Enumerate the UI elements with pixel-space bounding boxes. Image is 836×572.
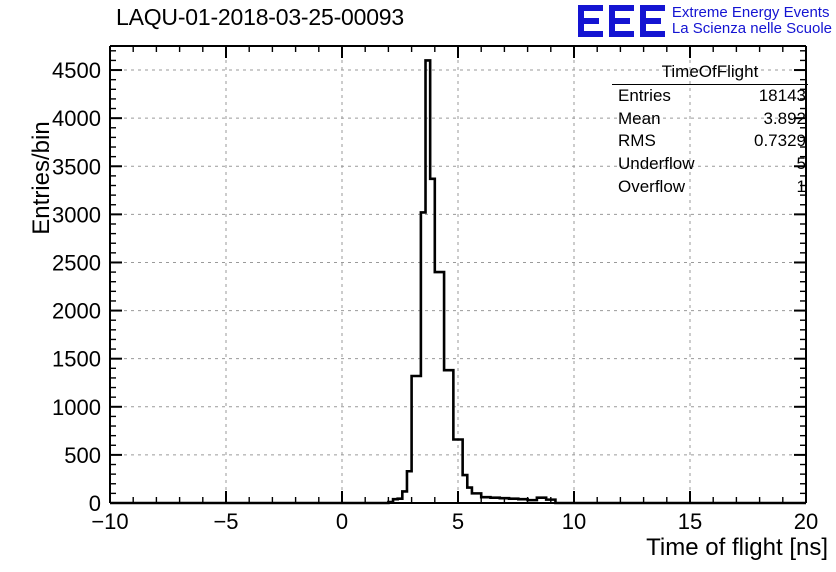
y-tick-label: 2500 bbox=[52, 250, 101, 275]
stats-row: Mean 3.892 bbox=[612, 108, 808, 131]
eee-logo-mark bbox=[577, 5, 665, 37]
stats-title: TimeOfFlight bbox=[612, 62, 808, 85]
x-tick-label: 15 bbox=[678, 509, 702, 534]
stats-row: Underflow 5 bbox=[612, 153, 808, 176]
stats-rows: Entries 18143 Mean 3.892 RMS 0.7329 Underflow 5… bbox=[612, 85, 808, 199]
stats-row: Overflow 1 bbox=[612, 176, 808, 199]
eee-logo: Extreme Energy Events La Scienza nelle S… bbox=[577, 1, 832, 41]
x-tick-label: −5 bbox=[213, 509, 238, 534]
stats-value: 3.892 bbox=[763, 108, 806, 128]
stats-key: Mean bbox=[618, 108, 661, 128]
y-tick-label: 4500 bbox=[52, 58, 101, 83]
page-title: LAQU-01-2018-03-25-00093 bbox=[115, 4, 404, 30]
stats-key: Underflow bbox=[618, 154, 695, 174]
axis-tick-labels: 0 500 1000 1500 2000 2500 3000 3500 4000 4500 −10 −… bbox=[52, 58, 818, 534]
stats-key: Overflow bbox=[618, 176, 686, 196]
eee-logo-text: Extreme Energy Events La Scienza nelle S… bbox=[671, 3, 832, 37]
stats-row: RMS 0.7329 bbox=[612, 130, 808, 153]
grid-lines bbox=[110, 46, 806, 503]
stats-value: 0.7329 bbox=[754, 131, 806, 151]
y-tick-label: 3000 bbox=[52, 202, 101, 227]
stats-key: Entries bbox=[618, 86, 671, 105]
stats-value: 18143 bbox=[758, 86, 806, 105]
stats-value: 5 bbox=[796, 154, 806, 174]
y-tick-label: 1500 bbox=[52, 347, 101, 372]
y-tick-label: 500 bbox=[64, 443, 101, 468]
x-tick-label: 5 bbox=[452, 509, 464, 534]
histogram-curve bbox=[110, 59, 806, 505]
y-tick-label: 2000 bbox=[52, 299, 101, 324]
x-tick-label: 0 bbox=[336, 509, 348, 534]
stats-key: RMS bbox=[618, 131, 656, 151]
x-tick-label: 10 bbox=[562, 509, 586, 534]
eee-logo-line2: La Scienza nelle Scuole bbox=[671, 20, 832, 37]
stats-value: 1 bbox=[796, 176, 806, 196]
y-tick-label: 4000 bbox=[52, 106, 101, 131]
x-axis-title: Time of flight [ns] bbox=[646, 534, 828, 561]
y-tick-label: 1000 bbox=[52, 395, 101, 420]
y-tick-label: 0 bbox=[89, 491, 101, 516]
eee-logo-line1: Extreme Energy Events bbox=[671, 3, 830, 21]
x-tick-label: 20 bbox=[794, 509, 818, 534]
stats-row: Entries 18143 bbox=[612, 85, 808, 108]
y-tick-label: 3500 bbox=[52, 154, 101, 179]
x-tick-label: −10 bbox=[91, 509, 128, 534]
statistics-box: TimeOfFlight Entries 18143 Mean 3.892 RMS 0.7… bbox=[612, 62, 808, 199]
